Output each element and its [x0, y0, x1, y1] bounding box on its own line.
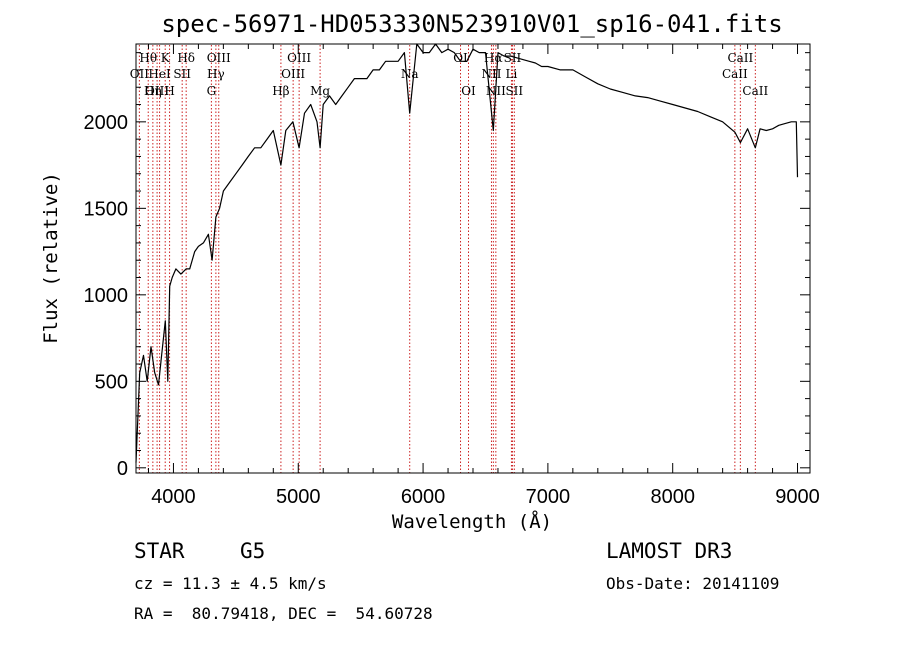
line-label-25: CaII [727, 51, 753, 65]
y-axis-title: Flux (relative) [40, 172, 62, 344]
line-label-16: Na [401, 67, 419, 81]
line-label-15: Mg [310, 84, 330, 98]
line-label-23: Li [506, 67, 518, 81]
y-tick-label-500: 500 [95, 371, 128, 393]
line-label-13: OIII [287, 51, 311, 65]
line-label-11: G [207, 84, 217, 98]
series-spectrum [135, 43, 799, 463]
line-label-1: OII [130, 67, 150, 81]
line-label-5: Hη [144, 84, 162, 98]
line-label-6: Hδ [177, 51, 195, 65]
line-label-27: CaII [742, 84, 768, 98]
y-axis-ticks: 0 500 1000 1500 2000 [84, 52, 810, 480]
line-label-0: Hθ [139, 51, 157, 65]
x-tick-label-4000: 4000 [151, 486, 196, 508]
x-tick-label-5000: 5000 [276, 486, 321, 508]
line-label-20: NII [481, 67, 501, 81]
line-label-18: OI [461, 84, 476, 98]
sky-coordinates: RA = 80.79418, DEC = 54.60728 [134, 604, 433, 623]
line-label-14: OIII [281, 67, 305, 81]
y-tick-label-2000: 2000 [84, 112, 129, 134]
line-label-17: OI [453, 51, 468, 65]
series-layer [135, 43, 799, 463]
y-tick-label-0: 0 [117, 458, 128, 480]
line-label-12: Hβ [272, 84, 289, 98]
x-axis-ticks: 4000 5000 6000 7000 8000 9000 [147, 44, 820, 508]
line-label-8: H [164, 84, 174, 98]
line-marker-layer [138, 45, 756, 473]
y-tick-label-1000: 1000 [84, 285, 129, 307]
line-label-26: CaII [722, 67, 748, 81]
redshift-readout: cz = 11.3 ± 4.5 km/s [134, 574, 327, 593]
chart-title: spec-56971-HD053330N523910V01_sp16-041.f… [161, 10, 782, 38]
line-label-3: K [161, 51, 171, 65]
line-label-2: OIII [145, 84, 169, 98]
survey-label: LAMOST DR3 [606, 539, 733, 563]
object-subclass: G5 [240, 539, 266, 563]
line-label-9: OIII [207, 51, 231, 65]
object-class: STAR [134, 539, 185, 563]
x-axis-title: Wavelength (Å) [392, 510, 552, 533]
x-tick-label-8000: 8000 [650, 486, 695, 508]
line-label-10: Hγ [207, 67, 225, 81]
line-label-4: HeI [148, 67, 171, 81]
x-tick-label-9000: 9000 [775, 486, 820, 508]
plot-frame [135, 43, 811, 474]
x-tick-label-7000: 7000 [526, 486, 571, 508]
x-tick-label-6000: 6000 [401, 486, 446, 508]
line-label-22: SII [504, 51, 522, 65]
observation-date: Obs-Date: 20141109 [606, 574, 780, 593]
line-label-24: SII [505, 84, 523, 98]
line-label-7: SII [173, 67, 191, 81]
y-tick-label-1500: 1500 [84, 198, 129, 220]
